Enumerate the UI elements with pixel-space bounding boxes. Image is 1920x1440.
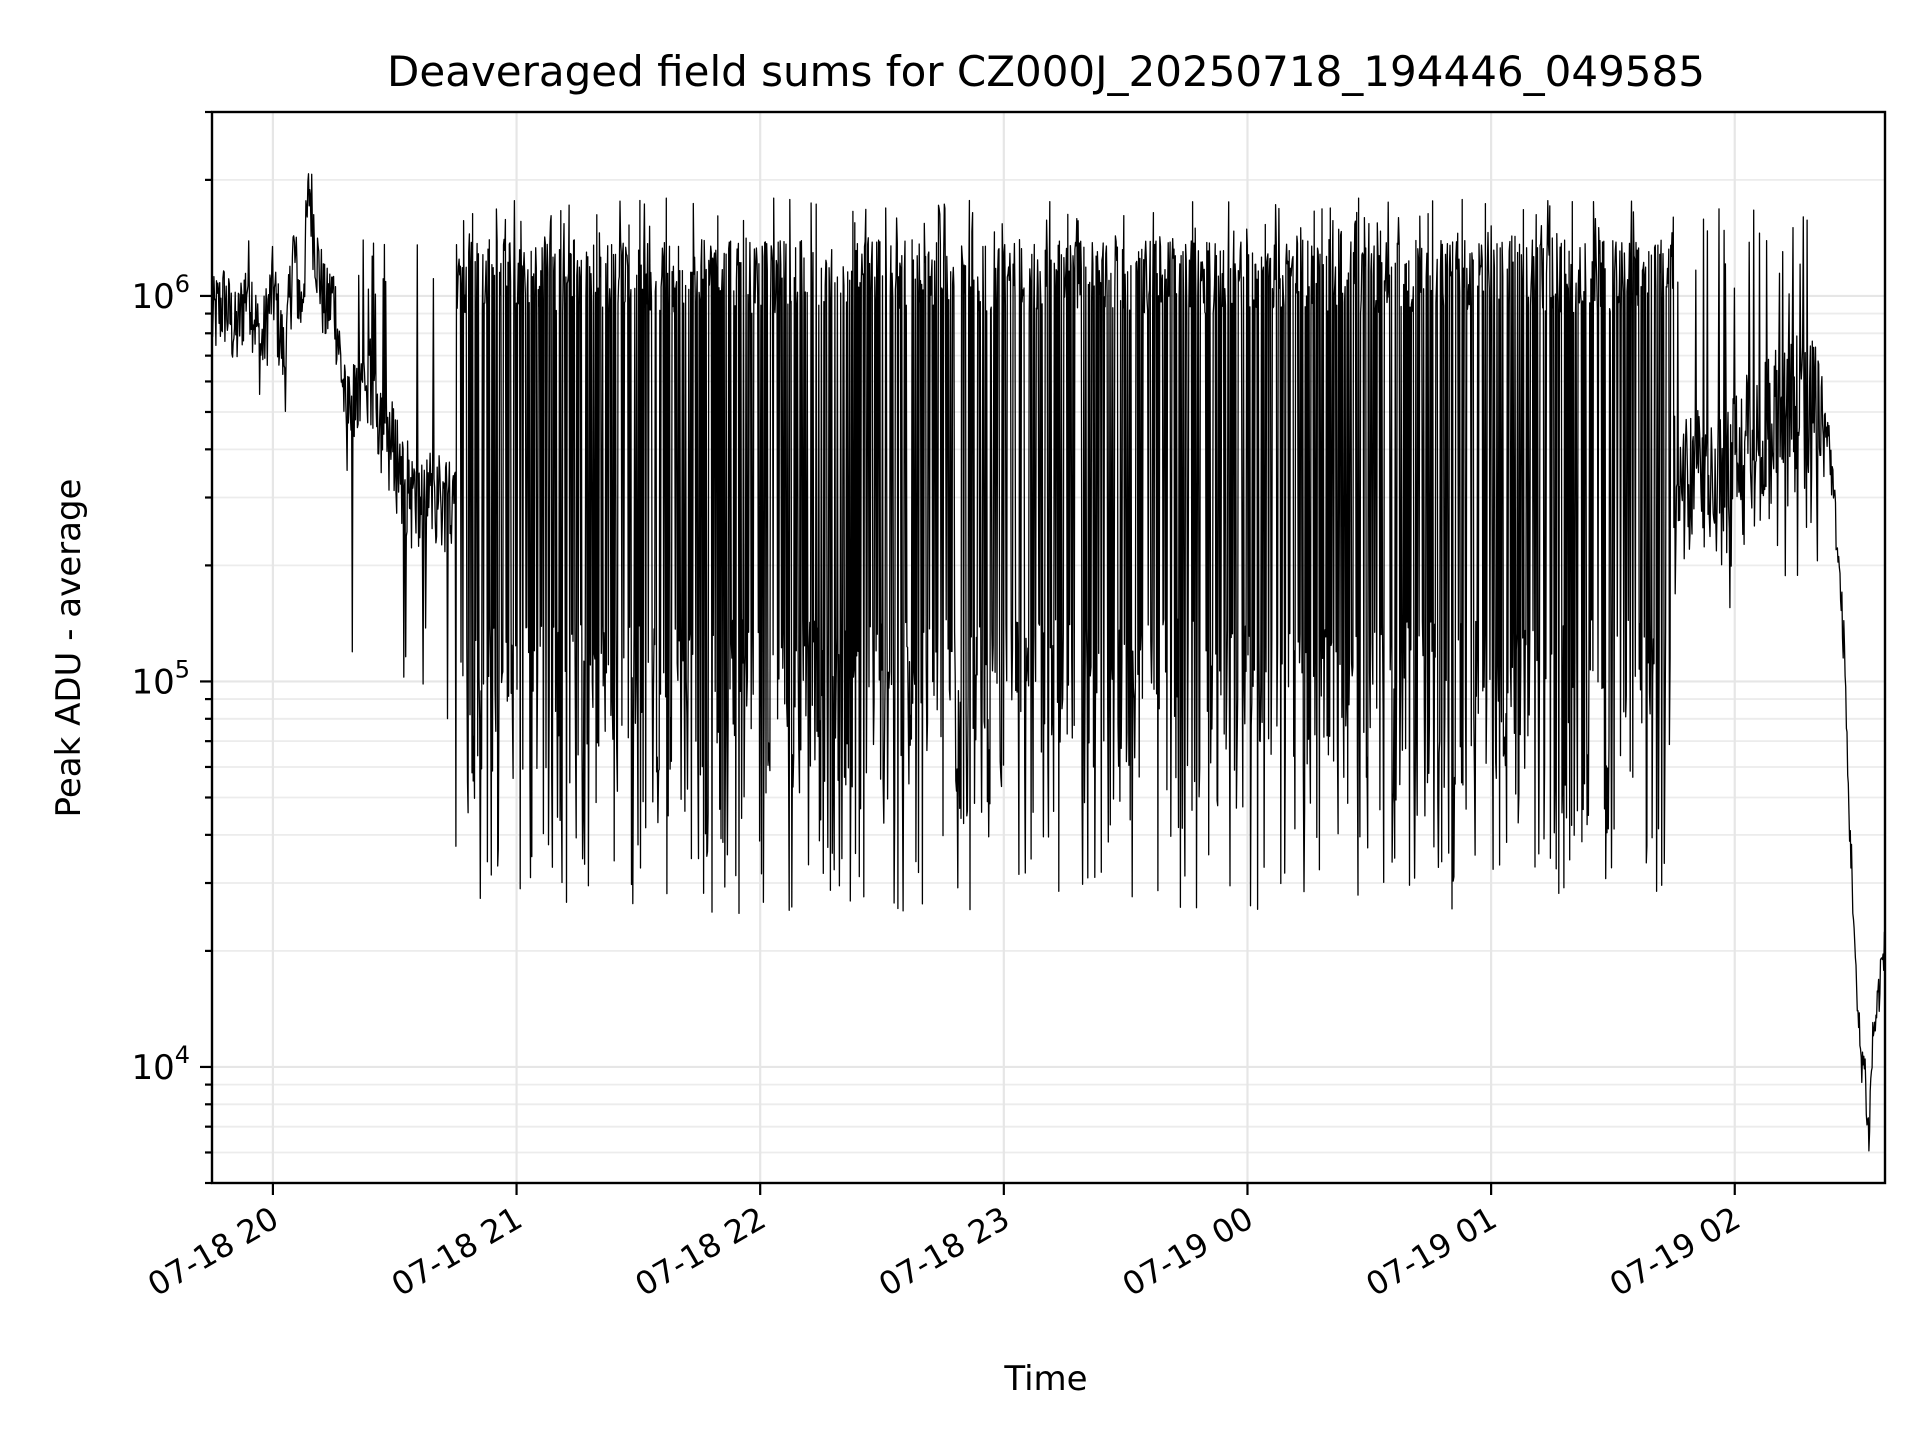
plot-area-frame [210, 110, 1887, 1185]
x-axis-label: Time [1003, 1359, 1087, 1399]
chart-title: Deaveraged field sums for CZ000J_2025071… [387, 47, 1705, 96]
y-axis-label: Peak ADU - average [49, 479, 89, 818]
y-tick-label: 106 [131, 270, 190, 317]
y-tick-label: 104 [131, 1041, 190, 1088]
series-layer [211, 173, 1886, 1152]
y-tick-label: 105 [131, 655, 190, 702]
series-line [211, 173, 1886, 1152]
